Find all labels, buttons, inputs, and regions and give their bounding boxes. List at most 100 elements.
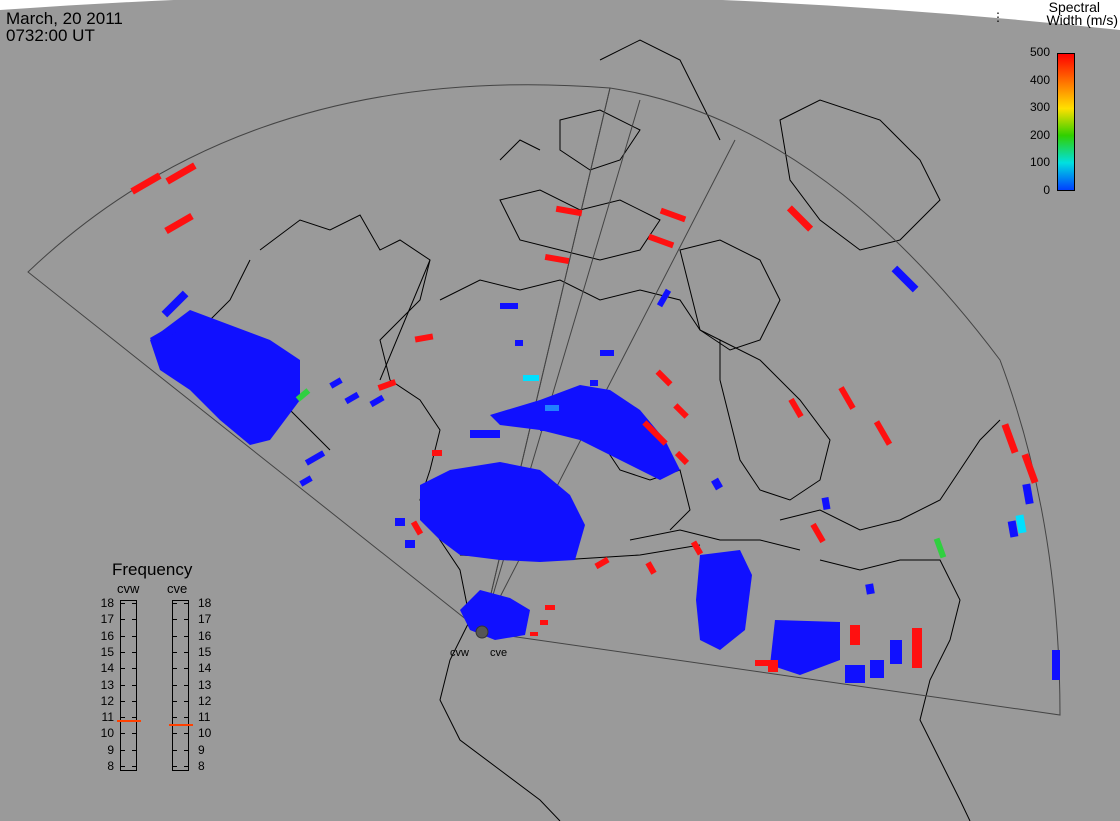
echo-cell <box>768 660 778 672</box>
frequency-gridline-left <box>120 651 125 653</box>
echo-region <box>490 385 680 480</box>
echo-cell <box>690 540 704 556</box>
frequency-gridline-left <box>120 635 125 637</box>
frequency-tick-right: 12 <box>198 693 212 708</box>
frequency-tick-right: 10 <box>198 726 212 741</box>
frequency-gridline-right <box>172 717 177 719</box>
frequency-gridline-left <box>120 668 125 670</box>
frequency-gridline-left <box>120 766 125 767</box>
frequency-gridline-right-r <box>184 749 189 751</box>
frequency-right-label: cve <box>167 581 188 596</box>
frequency-gridline-left-r <box>132 749 137 751</box>
colorbar-dots: ⋮ <box>992 10 1004 24</box>
radar-label-cvw: cvw <box>450 647 469 659</box>
echo-cell <box>590 380 598 386</box>
frequency-tick-right: 18 <box>198 596 212 610</box>
echo-cell <box>295 388 311 402</box>
echo-cell <box>647 233 675 249</box>
echo-cell <box>645 561 657 575</box>
echo-cell <box>344 391 360 405</box>
frequency-gridline-right-r <box>184 619 189 621</box>
echo-cell <box>933 537 947 559</box>
echo-cell <box>515 340 523 346</box>
echo-cell <box>891 265 919 293</box>
colorbar <box>1057 53 1075 191</box>
echo-cell <box>405 540 415 548</box>
frequency-gridline-right-r <box>184 651 189 653</box>
echo-cell <box>873 420 893 446</box>
frequency-tick-right: 13 <box>198 677 212 692</box>
echo-cell <box>414 333 434 343</box>
colorbar-title-line2: Width (m/s) <box>1046 12 1118 28</box>
frequency-tick-right: 15 <box>198 644 212 659</box>
colorbar-tick: 200 <box>1029 127 1050 142</box>
echo-cell <box>865 583 875 595</box>
frequency-gridline-left-r <box>132 603 137 604</box>
echo-cell <box>642 420 668 446</box>
echo-region <box>770 620 840 675</box>
echo-cell <box>674 450 690 466</box>
frequency-gridline-right-r <box>184 733 189 735</box>
echo-cell <box>1001 423 1019 454</box>
echo-cell <box>912 628 922 668</box>
frequency-gridline-right <box>172 603 177 604</box>
echo-cell <box>329 377 343 389</box>
frequency-gridline-left-r <box>132 733 137 735</box>
echo-cell <box>1021 453 1039 484</box>
echo-cell <box>786 205 814 232</box>
echo-cell <box>1052 650 1060 680</box>
frequency-gridline-right-r <box>184 717 189 719</box>
echo-cell <box>530 632 538 636</box>
frequency-gridline-right <box>172 684 177 686</box>
frequency-gridline-right <box>172 749 177 751</box>
coastline-layer <box>199 39 1001 821</box>
echo-region <box>150 310 300 445</box>
frequency-gridline-left-r <box>132 635 137 637</box>
echo-cell <box>821 496 831 511</box>
frequency-gridline-right <box>172 635 177 637</box>
frequency-tick-right: 17 <box>198 612 212 627</box>
frequency-tick-left: 18 <box>100 596 114 610</box>
echo-cell <box>755 660 771 666</box>
frequency-tick-left: 16 <box>100 628 114 643</box>
frequency-gridline-right <box>172 651 177 653</box>
echo-cell <box>523 375 539 381</box>
echo-cell <box>304 450 326 466</box>
frequency-gridline-right <box>172 766 177 767</box>
frequency-tick-left: 13 <box>100 677 114 692</box>
frequency-gridline-right <box>172 700 177 702</box>
echo-cell <box>395 518 405 526</box>
echo-cell <box>594 556 610 570</box>
frequency-gridline-right <box>172 733 177 735</box>
frequency-gridline-right <box>172 619 177 621</box>
colorbar-title-line1: Spectral <box>1048 0 1100 15</box>
frequency-gridline-left <box>120 733 125 735</box>
frequency-gridline-left-r <box>132 651 137 653</box>
frequency-left-label: cvw <box>117 581 140 596</box>
frequency-title: Frequency <box>112 560 193 579</box>
echo-cell <box>540 425 548 431</box>
frequency-gridline-left <box>120 603 125 604</box>
frequency-tick-right: 14 <box>198 661 212 676</box>
frequency-marker-right <box>169 723 193 726</box>
echo-cell <box>1022 483 1034 505</box>
echo-cell <box>655 369 673 387</box>
echo-cell <box>410 520 424 536</box>
frequency-gridline-left <box>120 717 125 719</box>
frequency-tick-left: 12 <box>100 693 114 708</box>
echo-cell <box>544 253 570 265</box>
frequency-tick-right: 11 <box>198 710 211 725</box>
frequency-tick-left: 9 <box>107 742 114 757</box>
echo-cell <box>150 323 180 345</box>
colorbar-tick: 300 <box>1029 100 1050 115</box>
echo-cell <box>545 405 559 411</box>
frequency-marker-left <box>117 720 141 723</box>
frequency-gridline-left <box>120 619 125 621</box>
frequency-gridline-right-r <box>184 766 189 767</box>
frequency-gridline-left <box>120 684 125 686</box>
frequency-tick-left: 15 <box>100 644 114 659</box>
frequency-gridline-left <box>120 749 125 751</box>
radar-label-cve: cve <box>490 647 508 659</box>
echo-cell <box>788 397 804 419</box>
